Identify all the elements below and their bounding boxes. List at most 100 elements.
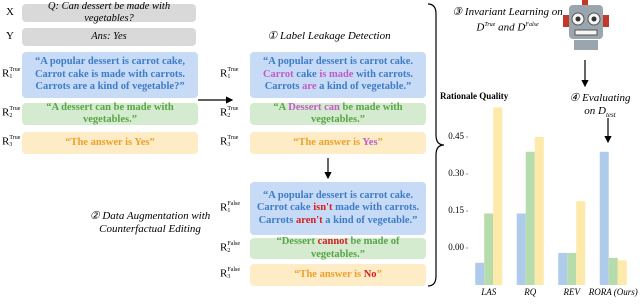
text-segment: “Dessert xyxy=(276,236,318,247)
answer-box: Ans: Yes xyxy=(22,28,196,46)
rationale-label: R True 3 xyxy=(2,135,20,149)
rationale-label: R True 1 xyxy=(2,67,20,81)
rationale-symbol: R xyxy=(220,267,228,280)
rationale-box: “A popular dessert is carrot cake, Carro… xyxy=(22,52,198,98)
rationale-text: “The answer is No” xyxy=(294,269,382,282)
rationale-box: “The answer is No” xyxy=(250,264,426,286)
step-title: ② Data Augmentation with Counterfactual E… xyxy=(80,210,220,236)
rationale-index: 1 xyxy=(9,74,13,80)
rationale-label: R True 3 xyxy=(220,135,238,149)
rationale-index: 3 xyxy=(227,142,231,148)
bar xyxy=(576,201,586,285)
rationale-label: R False 3 xyxy=(220,267,240,281)
step-title: ④ Evaluating on Dtest xyxy=(560,92,640,122)
rationale-symbol: R xyxy=(2,135,10,148)
step-number: ④ xyxy=(569,92,580,104)
rationale-symbol: R xyxy=(220,201,228,214)
highlighted-text: Carrot xyxy=(262,68,294,80)
rationale-index: 2 xyxy=(227,113,231,119)
highlighted-text: are xyxy=(302,81,317,93)
rationale-label: R True 2 xyxy=(2,106,20,120)
text-segment: “A popular dessert is carrot cake, Carro… xyxy=(34,56,186,93)
y-tick-label: 0.45 xyxy=(448,131,464,141)
y-tick-label: 0.15 xyxy=(448,205,464,215)
set-tag: False xyxy=(525,22,539,28)
rationale-scripts: True 2 xyxy=(227,106,238,120)
rationale-symbol: R xyxy=(220,135,228,148)
rationale-index: 1 xyxy=(227,207,231,214)
bar xyxy=(484,213,494,285)
rationale-text: “The answer is Yes” xyxy=(293,137,383,150)
bar xyxy=(475,262,485,285)
bar xyxy=(558,252,568,285)
rationale-scripts: True 2 xyxy=(9,106,20,120)
rationale-box: “The answer is Yes” xyxy=(250,132,426,154)
bar xyxy=(525,151,535,285)
set-symbol: D xyxy=(517,21,526,34)
chart-title: Rationale Quality xyxy=(440,91,509,101)
step-text: Counterfactual Editing xyxy=(99,223,201,235)
rationale-label: R False 2 xyxy=(220,241,240,255)
text-segment: a kind of vegetable.” xyxy=(316,81,412,93)
step-text: Label Leakage Detection xyxy=(280,30,391,42)
x-tick-label: LAS xyxy=(480,287,497,297)
rationale-label: R True 1 xyxy=(220,67,238,81)
rationale-label: R False 1 xyxy=(220,201,240,215)
y-tick-label: 0.30 xyxy=(448,168,464,178)
text-segment: “The answer is xyxy=(293,136,363,148)
rationale-text: “Dessert cannot be made of vegetables.” xyxy=(254,236,422,261)
highlighted-text: Yes xyxy=(362,136,378,148)
step-number: ③ xyxy=(452,6,463,18)
text-segment: “The answer is Yes” xyxy=(65,136,155,148)
x-tick-label: RQ xyxy=(523,287,536,297)
text-segment: “A popular dessert is carrot cake. Carro… xyxy=(256,189,414,214)
set-symbol: D xyxy=(598,105,606,117)
step-text: Evaluating xyxy=(582,92,631,104)
text-segment: with carrots. Carrots xyxy=(264,68,414,93)
rationale-scripts: True 1 xyxy=(9,67,20,81)
text-segment: “A popular dessert is carrot cake. xyxy=(262,56,414,68)
highlighted-text: cannot xyxy=(317,236,348,247)
rationale-symbol: R xyxy=(220,67,228,80)
rationale-symbol: R xyxy=(2,106,10,119)
rationale-scripts: False 3 xyxy=(227,267,240,281)
rationale-scripts: False 1 xyxy=(227,201,240,215)
answer-label: Y xyxy=(6,30,14,42)
rationale-scripts: False 2 xyxy=(227,241,240,255)
highlighted-text: aren't xyxy=(295,214,323,226)
question-box: Q: Can dessert be made with vegetables? xyxy=(22,1,196,24)
rationale-index: 1 xyxy=(227,74,231,80)
step-text: Data Augmentation with xyxy=(102,210,211,222)
rationale-tag: False xyxy=(227,200,241,207)
text-segment: “A dessert can be made with vegetables.” xyxy=(46,101,174,126)
text-segment: ” xyxy=(376,268,382,280)
text-segment: be made with vegetables.” xyxy=(311,101,403,126)
rationale-tag: True xyxy=(9,106,21,112)
question-text: Q: Can dessert be made with vegetables? xyxy=(47,0,171,25)
set-tag: test xyxy=(605,111,616,120)
text-segment: a kind of vegetable.” xyxy=(322,214,418,226)
rationale-box: “A Dessert can be made with vegetables.” xyxy=(250,102,426,127)
rationale-tag: True xyxy=(227,106,239,112)
text-segment: ” xyxy=(377,136,383,148)
bar xyxy=(534,137,544,285)
rationale-tag: True xyxy=(227,135,239,141)
rationale-text: “A popular dessert is carrot cake. Carro… xyxy=(254,56,422,94)
rationale-text: “A Dessert can be made with vegetables.” xyxy=(254,102,422,127)
answer-text: Ans: Yes xyxy=(91,30,127,42)
rationale-tag: False xyxy=(227,267,241,273)
rationale-text: “A popular dessert is carrot cake. Carro… xyxy=(254,190,422,228)
question-label: X xyxy=(6,6,14,18)
rationale-box: “A popular dessert is carrot cake. Carro… xyxy=(250,182,426,235)
set-tag: True xyxy=(484,22,496,28)
text-segment: “A xyxy=(273,101,289,113)
rationale-symbol: R xyxy=(2,67,10,80)
rationale-tag: True xyxy=(9,67,21,73)
rationale-text: “The answer is Yes” xyxy=(65,137,155,150)
highlighted-text: Dessert can xyxy=(288,101,340,113)
rationale-tag: True xyxy=(227,67,239,73)
bar xyxy=(599,151,609,285)
step-text: Invariant Learning on xyxy=(464,6,563,18)
y-tick-label: 0.00 xyxy=(448,242,464,252)
